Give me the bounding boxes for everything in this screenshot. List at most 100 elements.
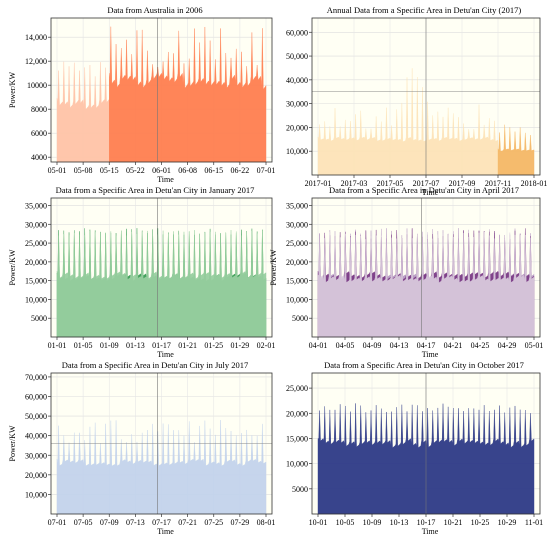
series-area-1	[56, 61, 110, 163]
x-tick-label: 10-13	[390, 518, 409, 527]
panel-title: Data from a Specific Area in Detu'an Cit…	[56, 185, 255, 195]
x-tick-label: 01-05	[74, 341, 93, 350]
chart-panel-1: 4000 6000 8000 10000 12,000 14,000 05-01 05-08 0…	[8, 5, 275, 184]
y-tick-label: 25,000	[25, 239, 47, 248]
series-area-2	[497, 124, 535, 176]
x-tick-label: 10-21	[444, 518, 463, 527]
x-tick-label: 05-08	[74, 166, 93, 175]
x-tick-label: 01-29	[231, 341, 250, 350]
y-tick-label: 50,000	[286, 52, 308, 61]
x-tick-label: 10-17	[417, 518, 436, 527]
series-area-2	[56, 230, 267, 338]
y-tick-label: 40,000	[25, 432, 47, 441]
x-tick-label: 07-01	[48, 518, 67, 527]
x-tick-label: 01-13	[126, 341, 145, 350]
x-axis-label: Time	[422, 350, 439, 359]
x-tick-label: 06-22	[231, 166, 250, 175]
y-tick-label: 60,000	[25, 393, 47, 402]
x-tick-label: 10-05	[336, 518, 355, 527]
y-axis-label: Power/KW	[8, 425, 17, 461]
series-area-2	[109, 26, 267, 163]
chart-panel-4: 5000 10,000 15,000 20,000 25,000 30,000 35,000…	[269, 185, 543, 359]
x-tick-label: 07-05	[74, 518, 93, 527]
chart-panel-2: 10,000 20,000 30,000 40,000 50,000 60,000 2017…	[286, 5, 547, 197]
x-tick-label: 07-25	[204, 518, 223, 527]
x-tick-label: 11-01	[525, 518, 543, 527]
x-tick-label: 2017-07	[413, 179, 440, 188]
x-tick-label: 06-01	[152, 166, 171, 175]
y-tick-label: 20,000	[25, 471, 47, 480]
x-tick-label: 10-29	[498, 518, 517, 527]
panel-title: Data from a Specific Area in Detu'an Cit…	[324, 360, 524, 370]
y-tick-label: 35,000	[25, 202, 47, 211]
chart-panel-5: 10,000 20,000 30,000 40,000 50,000 60,000 70,0…	[8, 360, 275, 536]
panel-title: Data from a Specific Area in Detu'an Cit…	[62, 360, 249, 370]
y-tick-label: 10,000	[25, 490, 47, 499]
x-tick-label: 10-01	[309, 518, 328, 527]
y-tick-label: 10,000	[286, 147, 308, 156]
x-tick-label: 04-01	[309, 341, 328, 350]
x-tick-label: 01-17	[152, 341, 171, 350]
y-tick-label: 14,000	[25, 33, 47, 42]
chart-panel-6: 5000 10,000 15,000 20,000 25,000 10-01 10-05 10…	[286, 360, 543, 536]
y-tick-label: 50,000	[25, 412, 47, 421]
y-tick-label: 20,000	[286, 409, 308, 418]
x-tick-label: 07-17	[152, 518, 171, 527]
x-tick-label: 06-08	[178, 166, 197, 175]
x-tick-label: 10-09	[363, 518, 382, 527]
x-tick-label: 05-15	[100, 166, 119, 175]
y-tick-label: 25,000	[286, 239, 308, 248]
x-tick-label: 07-13	[126, 518, 145, 527]
y-tick-label: 35,000	[286, 202, 308, 211]
y-tick-label: 10,000	[25, 295, 47, 304]
x-tick-label: 01-25	[204, 341, 223, 350]
x-tick-label: 05-22	[126, 166, 145, 175]
series-area-3	[317, 231, 535, 338]
x-tick-label: 2017-05	[377, 179, 404, 188]
panel-title: Annual Data from a Specific Area in Detu…	[327, 5, 522, 15]
x-tick-label: 10-25	[471, 518, 490, 527]
x-tick-label: 07-09	[100, 518, 119, 527]
y-tick-label: 30,000	[286, 100, 308, 109]
y-tick-label: 5000	[31, 314, 47, 323]
x-tick-label: 06-15	[204, 166, 223, 175]
x-tick-label: 2017-03	[341, 179, 368, 188]
x-tick-label: 01-21	[178, 341, 197, 350]
y-tick-label: 30,000	[25, 451, 47, 460]
y-tick-label: 60,000	[286, 28, 308, 37]
x-tick-label: 2017-09	[449, 179, 476, 188]
x-tick-label: 08-01	[257, 518, 276, 527]
x-tick-label: 2018-01	[521, 179, 548, 188]
y-tick-label: 12,000	[25, 57, 47, 66]
y-tick-label: 20,000	[286, 123, 308, 132]
x-tick-label: 02-01	[257, 341, 276, 350]
x-axis-label: Time	[157, 527, 174, 536]
y-tick-label: 25,000	[286, 384, 308, 393]
x-tick-label: 2017-11	[485, 179, 511, 188]
y-axis-label: Power/KW	[8, 249, 17, 285]
x-tick-label: 2017-01	[305, 179, 332, 188]
y-tick-label: 30,000	[286, 220, 308, 229]
y-axis-label: Power/KW	[269, 249, 278, 285]
x-axis-label: Time	[422, 527, 439, 536]
y-tick-label: 15,000	[286, 434, 308, 443]
panel-title: Data from Australia in 2006	[107, 5, 202, 15]
x-tick-label: 04-09	[363, 341, 382, 350]
x-axis-label: Time	[157, 350, 174, 359]
x-tick-label: 07-01	[257, 166, 276, 175]
x-axis-label: Time	[157, 175, 174, 184]
y-tick-label: 20,000	[25, 258, 47, 267]
x-tick-label: 04-21	[444, 341, 463, 350]
y-tick-label: 70,000	[25, 373, 47, 382]
y-tick-label: 10,000	[286, 460, 308, 469]
y-tick-label: 30,000	[25, 220, 47, 229]
y-tick-label: 15,000	[286, 277, 308, 286]
y-tick-label: 5000	[292, 485, 308, 494]
y-tick-label: 8000	[31, 105, 47, 114]
x-tick-label: 07-21	[178, 518, 197, 527]
y-tick-label: 6000	[31, 129, 47, 138]
x-tick-label: 04-29	[498, 341, 517, 350]
x-tick-label: 04-05	[336, 341, 355, 350]
y-axis-label: Power/KW	[8, 72, 17, 108]
